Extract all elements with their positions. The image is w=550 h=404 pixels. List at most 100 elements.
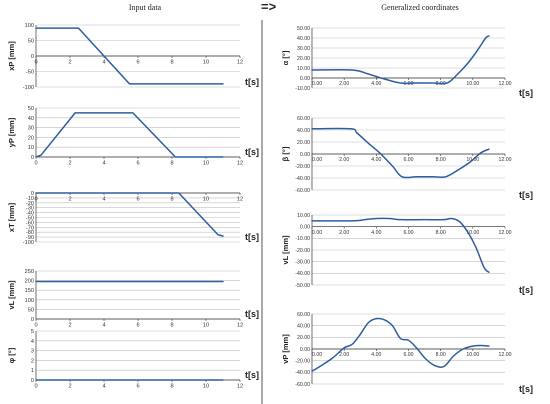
y-tick-label: 50 <box>28 106 34 112</box>
x-axis-label: t[s] <box>245 147 259 157</box>
x-tick-label: 0 <box>34 197 37 203</box>
x-tick-label: 10.00 <box>466 81 479 87</box>
y-tick-label: -60.00 <box>295 188 310 194</box>
x-tick-label: 2.00 <box>339 157 349 163</box>
x-tick-label: 12 <box>237 161 243 167</box>
x-tick-label: 2 <box>68 161 71 167</box>
x-tick-label: 4.00 <box>371 230 381 236</box>
x-tick-label: 4 <box>102 384 105 390</box>
x-tick-label: 0.00 <box>312 81 322 87</box>
x-tick-label: 4.00 <box>371 157 381 163</box>
x-tick-label: 8 <box>170 384 173 390</box>
x-tick-label: 6.00 <box>403 157 413 163</box>
x-tick-label: 0 <box>34 161 37 167</box>
x-tick-label: 0 <box>34 384 37 390</box>
x-tick-label: 4 <box>102 197 105 203</box>
chart-8: -50.00-40.00-30.00-20.00-10.000.0010.000… <box>281 213 533 295</box>
y-axis-label: vL [mm] <box>7 280 16 310</box>
y-tick-label: -50 <box>26 215 34 221</box>
x-axis-label: t[s] <box>519 88 533 98</box>
x-tick-label: 8.00 <box>436 230 446 236</box>
series-line <box>311 35 490 85</box>
generalized-coordinates-title: Generalized coordinates <box>381 3 459 12</box>
x-tick-label: 6 <box>136 60 139 66</box>
x-tick-label: 12 <box>237 60 243 66</box>
y-axis-label: φ [°] <box>7 347 16 363</box>
x-tick-label: 2 <box>68 384 71 390</box>
y-tick-label: -50 <box>26 69 34 75</box>
y-tick-label: 4 <box>31 339 34 345</box>
x-tick-label: 0.00 <box>312 352 322 358</box>
y-axis-label: vL [mm] <box>281 235 290 265</box>
y-tick-label: 0 <box>31 378 34 384</box>
y-tick-label: 200 <box>25 279 34 285</box>
x-tick-label: 8 <box>170 323 173 329</box>
x-tick-label: 10 <box>203 161 209 167</box>
y-tick-label: 100 <box>25 298 34 304</box>
x-tick-label: 6 <box>136 197 139 203</box>
y-tick-label: -90 <box>26 235 34 241</box>
x-tick-label: 4.00 <box>371 81 381 87</box>
y-tick-label: -40.00 <box>295 176 310 182</box>
x-tick-label: 12.00 <box>499 157 512 163</box>
y-tick-label: -60 <box>26 220 34 226</box>
y-tick-label: 10.00 <box>297 66 310 72</box>
y-axis-label: xT [mm] <box>7 202 16 232</box>
y-tick-label: 20.00 <box>297 56 310 62</box>
series-line <box>311 317 490 372</box>
y-tick-label: 40.00 <box>297 323 310 329</box>
x-tick-label: 10 <box>203 384 209 390</box>
x-axis-label: t[s] <box>519 285 533 295</box>
y-tick-label: 40.00 <box>297 128 310 134</box>
x-tick-label: 6.00 <box>403 352 413 358</box>
y-tick-label: -30 <box>26 206 34 212</box>
x-tick-label: 2 <box>68 323 71 329</box>
y-tick-label: 20.00 <box>297 140 310 146</box>
x-tick-label: 10.00 <box>466 352 479 358</box>
x-tick-label: 12 <box>237 197 243 203</box>
y-tick-label: 10.00 <box>297 213 310 219</box>
x-tick-label: 0 <box>34 60 37 66</box>
y-tick-label: -30.00 <box>295 259 310 265</box>
x-tick-label: 8.00 <box>436 157 446 163</box>
y-tick-label: 0 <box>31 191 34 197</box>
x-axis-label: t[s] <box>245 232 259 242</box>
x-tick-label: 6 <box>136 161 139 167</box>
x-tick-label: 10 <box>203 197 209 203</box>
x-tick-label: 6.00 <box>403 81 413 87</box>
y-tick-label: -20.00 <box>295 248 310 254</box>
y-tick-label: 1 <box>31 368 34 374</box>
x-tick-label: 4 <box>102 323 105 329</box>
y-tick-label: 50 <box>28 307 34 313</box>
y-tick-label: -70 <box>26 225 34 231</box>
y-tick-label: -40.00 <box>295 271 310 277</box>
x-tick-label: 12 <box>237 323 243 329</box>
y-tick-label: -20.00 <box>295 164 310 170</box>
y-tick-label: -10.00 <box>295 236 310 242</box>
chart-7: -60.00-40.00-20.000.0020.0040.0060.000.0… <box>281 116 533 200</box>
x-tick-label: 10 <box>203 323 209 329</box>
x-tick-label: 2 <box>68 197 71 203</box>
y-tick-label: -80 <box>26 230 34 236</box>
series-line <box>35 27 224 85</box>
y-tick-label: -20 <box>26 201 34 207</box>
x-tick-label: 8 <box>170 161 173 167</box>
y-axis-label: xP [mm] <box>7 41 16 71</box>
series-line <box>35 192 224 237</box>
y-tick-label: 100 <box>25 23 34 29</box>
x-tick-label: 10.00 <box>466 230 479 236</box>
y-tick-label: 30 <box>28 126 34 132</box>
y-axis-label: vP [mm] <box>281 334 290 364</box>
x-tick-label: 4 <box>102 161 105 167</box>
y-tick-label: 20 <box>28 135 34 141</box>
arrow-label: => <box>261 0 277 14</box>
y-tick-label: 0 <box>31 317 34 323</box>
input-data-title: Input data <box>128 3 162 12</box>
chart-9: -60.00-40.00-20.000.0020.0040.0060.000.0… <box>281 312 533 394</box>
x-axis-label: t[s] <box>245 309 259 319</box>
y-tick-label: 30.00 <box>297 46 310 52</box>
x-axis-label: t[s] <box>519 190 533 200</box>
